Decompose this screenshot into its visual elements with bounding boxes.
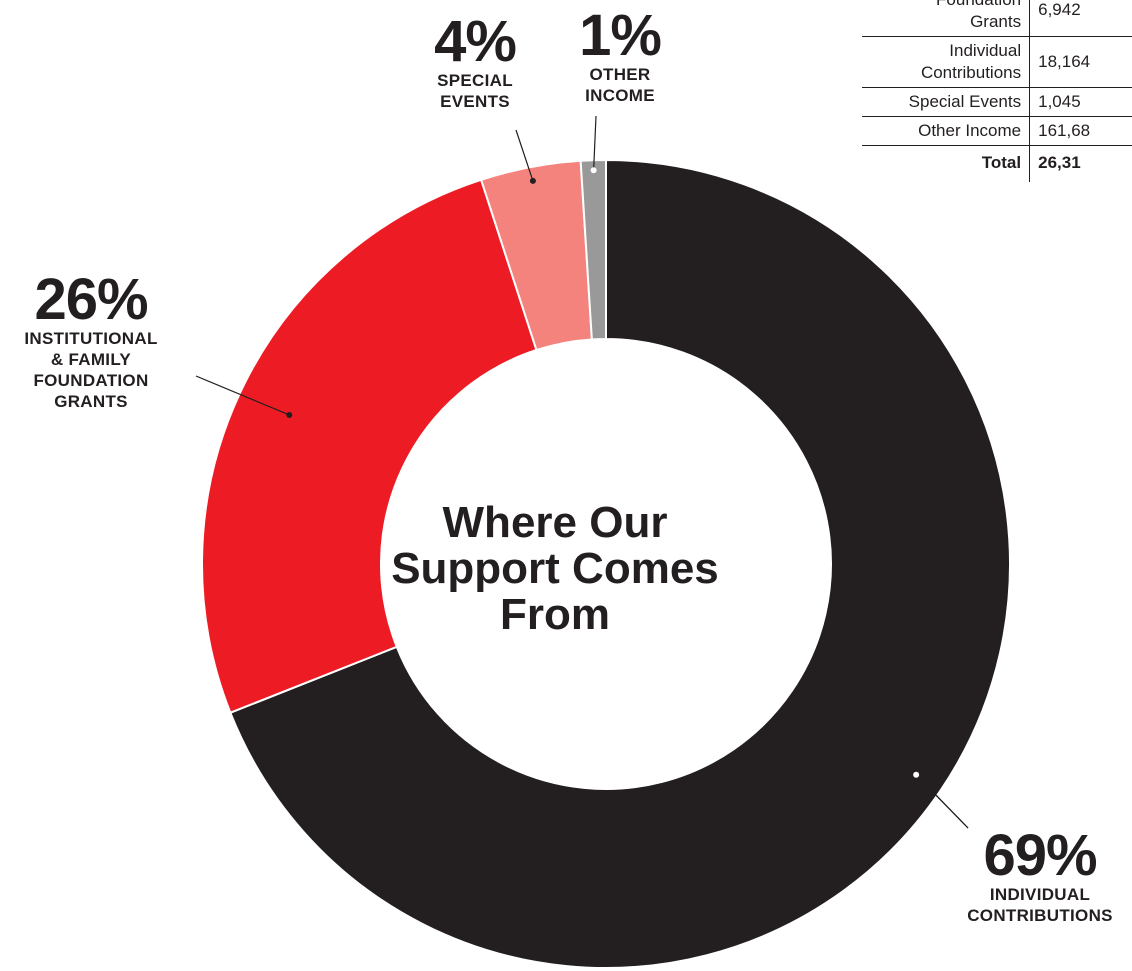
row-name-line: Grants — [970, 12, 1022, 31]
row-amount: 161,68 — [1038, 121, 1091, 140]
pct-value: 4% — [434, 9, 517, 74]
pct-name-line: OTHER — [589, 65, 651, 84]
donut-slice — [579, 158, 607, 341]
row-name-line: Individual — [949, 41, 1022, 60]
support-table: Foundation Grants 6,942 Individual Contr… — [862, 0, 1132, 182]
pct-name-line: & FAMILY — [50, 350, 132, 369]
leader-dot — [913, 771, 920, 778]
row-name-line: Special Events — [908, 92, 1022, 111]
row-amount: 6,942 — [1038, 0, 1081, 19]
label-foundation-grants: 26% INSTITUTIONAL & FAMILY FOUNDATION GR… — [0, 267, 182, 412]
leader-line — [195, 375, 290, 416]
label-special-events: 4% SPECIAL EVENTS — [410, 9, 540, 112]
leader-dot — [286, 411, 293, 418]
pct-name-line: SPECIAL — [437, 71, 513, 90]
pct-value: 26% — [34, 267, 148, 332]
row-name-line: Contributions — [920, 63, 1022, 82]
leader-dot — [529, 177, 536, 184]
leader-line — [593, 115, 597, 171]
pct-name-line: EVENTS — [440, 92, 510, 111]
leader-line — [515, 129, 534, 182]
table-row: Foundation Grants 6,942 — [862, 0, 1132, 37]
pct-value: 1% — [579, 3, 662, 68]
table-row: Special Events 1,045 — [862, 87, 1132, 117]
pct-name-line: INSTITUTIONAL — [24, 329, 158, 348]
row-amount: 18,164 — [1038, 52, 1091, 71]
pct-name-line: CONTRIBUTIONS — [967, 906, 1113, 925]
row-name-line: Other Income — [918, 121, 1022, 140]
pct-name-line: INCOME — [585, 86, 655, 105]
donut-slice — [229, 158, 1011, 969]
chart-title: Where Our Support Comes From — [391, 498, 719, 639]
total-label: Total — [862, 145, 1031, 182]
label-individual-contributions: 69% INDIVIDUAL CONTRIBUTIONS — [950, 823, 1130, 926]
donut-slice — [201, 178, 538, 715]
table-row: Individual Contributions 18,164 — [862, 36, 1132, 88]
label-other-income: 1% OTHER INCOME — [555, 3, 685, 106]
leader-line — [933, 792, 969, 829]
pct-name-line: INDIVIDUAL — [989, 885, 1091, 904]
pct-name-line: GRANTS — [54, 392, 128, 411]
total-amount: 26,31 — [1038, 153, 1081, 172]
pct-name-line: FOUNDATION — [33, 371, 149, 390]
pct-value: 69% — [983, 823, 1097, 888]
table-total-row: Total 26,31 — [862, 145, 1132, 182]
row-amount: 1,045 — [1038, 92, 1081, 111]
table-row: Other Income 161,68 — [862, 116, 1132, 146]
leader-dot — [590, 167, 597, 174]
row-name-line: Foundation — [870, 0, 1021, 11]
